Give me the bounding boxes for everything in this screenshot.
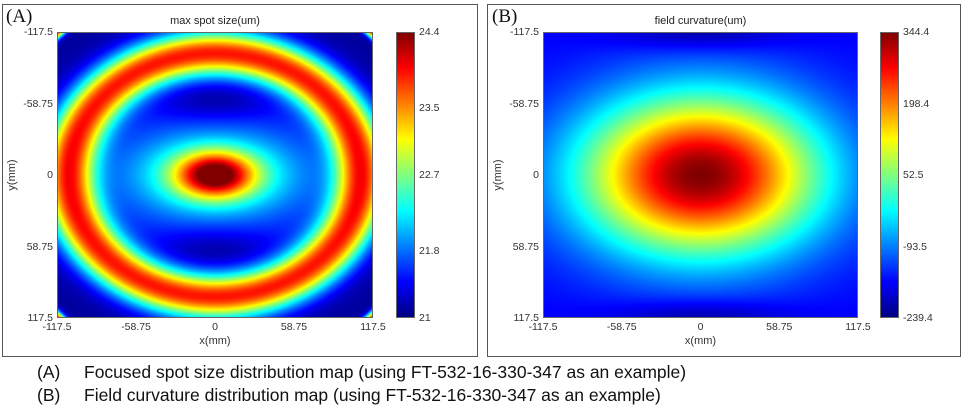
y-axis-label: y(mm) xyxy=(492,159,504,191)
x-tick-label: 0 xyxy=(212,321,218,333)
colorbar-tick-label: 52.5 xyxy=(903,169,924,181)
caption-b: (B) Field curvature distribution map (usi… xyxy=(37,385,661,406)
x-tick-label: 0 xyxy=(697,321,704,333)
caption-a-tag: (A) xyxy=(37,362,61,382)
colorbar-tick-label: -239.4 xyxy=(903,312,933,324)
caption-b-text: Field curvature distribution map (using … xyxy=(84,385,661,405)
colorbar xyxy=(396,32,415,318)
x-tick-label: 58.75 xyxy=(766,321,793,333)
panel-label: (A) xyxy=(6,6,33,27)
chart-title: max spot size(um) xyxy=(170,15,260,27)
y-tick-label: -117.5 xyxy=(510,26,539,38)
colorbar-tick-label: -93.5 xyxy=(903,240,927,253)
y-tick-label: 117.5 xyxy=(513,312,540,324)
y-tick-label: 117.5 xyxy=(27,312,54,324)
chart-title: field curvature(um) xyxy=(654,15,747,27)
colorbar-tick-label: 24.4 xyxy=(419,26,440,38)
caption-a: (A) Focused spot size distribution map (u… xyxy=(37,362,686,383)
x-tick-label: -58.75 xyxy=(121,321,151,333)
panel-label: (B) xyxy=(492,6,518,27)
x-axis-label: x(mm) xyxy=(199,335,231,347)
colorbar-tick-label: 21 xyxy=(419,312,431,324)
y-tick-label: -58.75 xyxy=(509,97,539,110)
colorbar-tick-label: 21.8 xyxy=(419,244,440,257)
y-tick-label: -58.75 xyxy=(23,97,53,110)
x-tick-label: -117.5 xyxy=(528,321,558,333)
colorbar xyxy=(880,32,899,318)
heatmap xyxy=(57,32,373,318)
heatmap xyxy=(543,32,858,318)
x-tick-label: 117.5 xyxy=(845,321,871,333)
y-tick-label: 0 xyxy=(47,169,53,181)
x-tick-label: 117.5 xyxy=(360,321,386,333)
y-tick-label: 0 xyxy=(533,169,539,181)
colorbar-tick-label: 23.5 xyxy=(419,101,440,114)
x-tick-label: -117.5 xyxy=(42,321,72,333)
y-tick-label: 58.75 xyxy=(512,240,539,253)
x-tick-label: -58.75 xyxy=(606,321,637,333)
y-axis-label: y(mm) xyxy=(6,159,18,191)
caption-b-tag: (B) xyxy=(37,385,61,405)
colorbar-tick-label: 344.4 xyxy=(903,26,930,38)
caption-a-text: Focused spot size distribution map (usin… xyxy=(84,362,687,382)
colorbar-tick-label: 198.4 xyxy=(903,97,930,110)
y-tick-label: -117.5 xyxy=(24,26,53,38)
x-axis-label: x(mm) xyxy=(684,335,717,347)
colorbar-tick-label: 22.7 xyxy=(419,169,440,181)
x-tick-label: 58.75 xyxy=(280,321,308,333)
y-tick-label: 58.75 xyxy=(26,240,53,253)
